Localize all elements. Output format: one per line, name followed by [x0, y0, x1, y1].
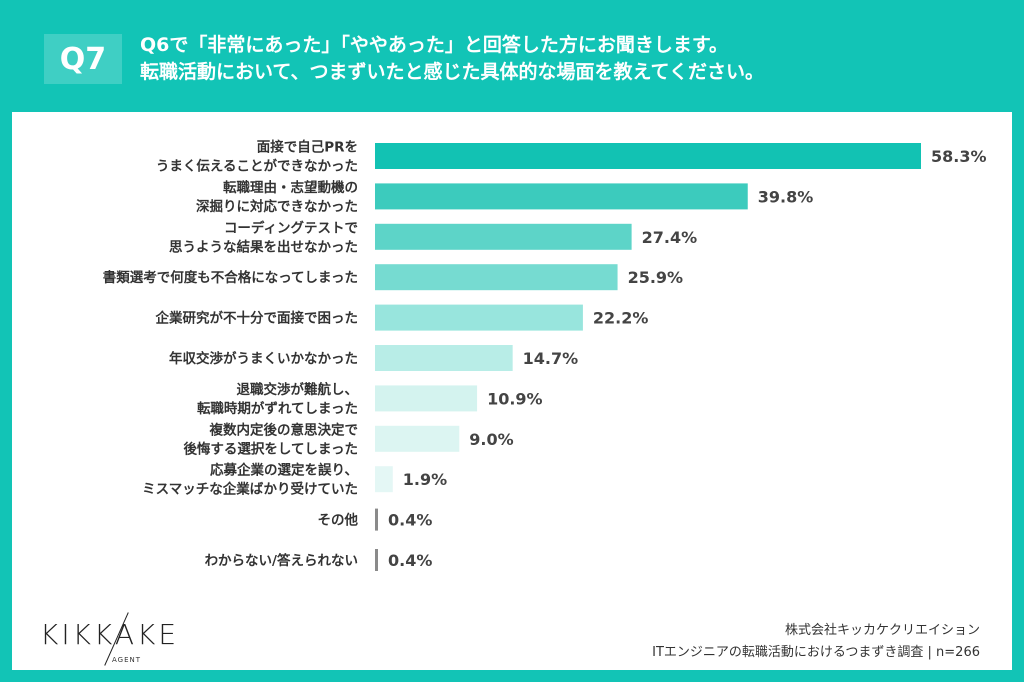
category-label: その他 [318, 512, 359, 529]
bar [375, 385, 478, 412]
category-label: 後悔する選択をしてしまった [183, 440, 358, 457]
category-label: 転職時期がずれてしまった [197, 400, 358, 417]
category-label: わからない/答えられない [205, 552, 358, 569]
bar [375, 425, 460, 452]
category-label: 企業研究が不十分で面接で困った [155, 310, 359, 327]
value-label: 0.4% [388, 551, 432, 570]
bar [375, 223, 632, 250]
category-label: 転職理由・志望動機の [223, 179, 358, 196]
category-label: 複数内定後の意思決定で [209, 421, 359, 438]
category-label: 面接で自己PRを [257, 139, 358, 156]
kikkake-logo: KIKKAKE AGENT [40, 610, 220, 670]
bar [375, 345, 513, 371]
bar [375, 466, 393, 493]
bar [375, 549, 378, 571]
category-label: コーディングテストで [224, 219, 358, 236]
category-label: ミスマッチな企業ばかり受けていた [142, 481, 358, 498]
bar [375, 304, 583, 331]
value-label: 22.2% [593, 309, 649, 328]
value-label: 0.4% [388, 511, 432, 530]
value-label: 1.9% [403, 470, 447, 489]
value-label: 25.9% [628, 268, 684, 287]
value-label: 10.9% [487, 389, 543, 408]
value-label: 27.4% [642, 228, 698, 247]
bar [375, 143, 921, 169]
question-badge: Q7 [44, 34, 122, 84]
category-label: 応募企業の選定を誤り、 [210, 462, 358, 479]
title-line-1: Q6で「非常にあった」「ややあった」と回答した方にお聞きします。 [140, 34, 728, 56]
survey-info: ITエンジニアの転職活動におけるつまずき調査 | n=266 [652, 645, 980, 660]
bar [375, 264, 618, 291]
value-label: 58.3% [931, 147, 987, 166]
category-label: うまく伝えることができなかった [156, 158, 358, 175]
category-label: 思うような結果を出せなかった [169, 238, 358, 255]
value-label: 9.0% [469, 430, 513, 449]
value-label: 14.7% [523, 349, 579, 368]
category-label: 年収交渉がうまくいかなかった [169, 350, 358, 367]
category-label: 退職交渉が難航し、 [237, 381, 359, 398]
credit: 株式会社キッカケクリエイション ITエンジニアの転職活動におけるつまずき調査 |… [652, 620, 980, 664]
question-title: Q6で「非常にあった」「ややあった」と回答した方にお聞きします。 転職活動におい… [140, 32, 764, 86]
bar [375, 508, 378, 531]
company-name: 株式会社キッカケクリエイション [784, 623, 980, 638]
title-line-2: 転職活動において、つまずいたと感じた具体的な場面を教えてください。 [140, 61, 764, 83]
category-label: 深掘りに対応できなかった [196, 198, 358, 215]
category-label: 書類選考で何度も不合格になってしまった [103, 269, 358, 286]
value-label: 39.8% [758, 187, 814, 206]
bar [375, 183, 748, 210]
